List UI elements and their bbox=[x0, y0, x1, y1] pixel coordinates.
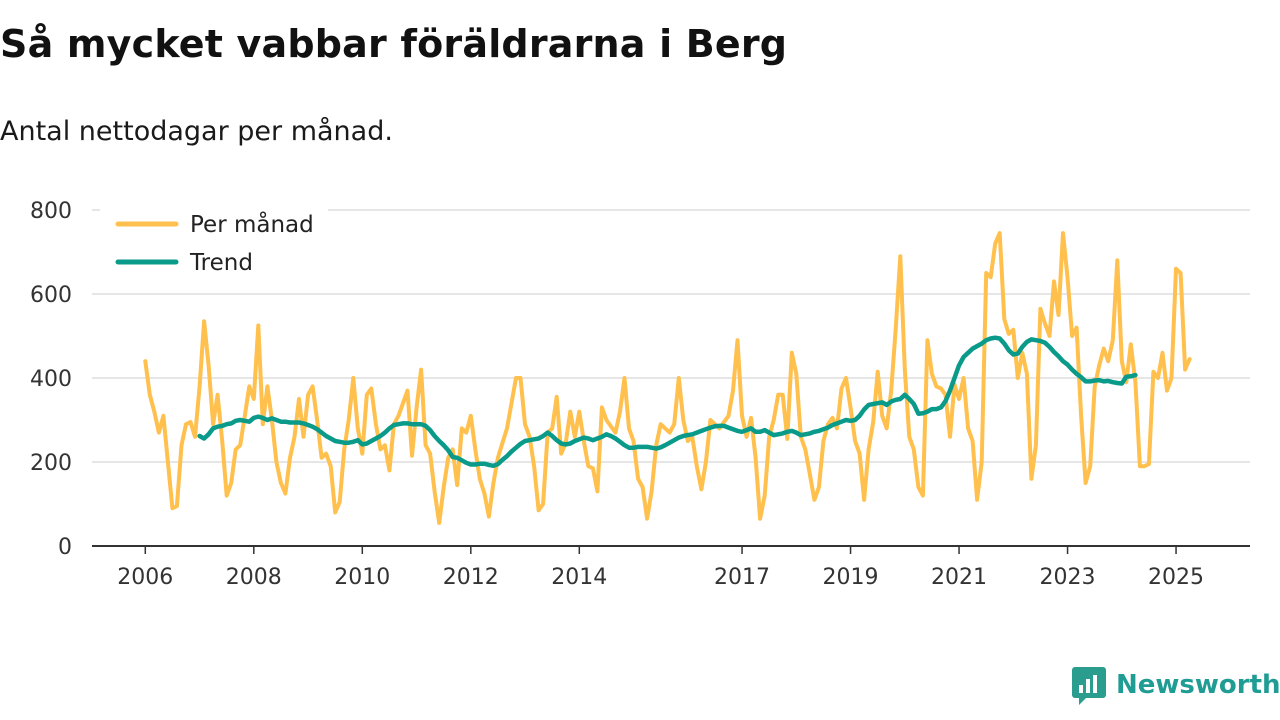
chart-title: Så mycket vabbar föräldrarna i Berg bbox=[0, 22, 788, 66]
legend: Per månad Trend bbox=[100, 200, 328, 288]
y-axis-labels: 0 200 400 600 800 bbox=[30, 199, 72, 560]
y-tick-label: 600 bbox=[30, 283, 72, 308]
x-tick-label: 2019 bbox=[823, 565, 879, 590]
x-axis: 2006 2008 2010 2012 2014 2017 2019 2021 2023 2025 bbox=[92, 545, 1250, 590]
legend-background bbox=[100, 200, 328, 288]
x-tick-label: 2017 bbox=[714, 565, 770, 590]
x-tick-label: 2021 bbox=[931, 565, 987, 590]
x-tick-label: 2025 bbox=[1148, 565, 1204, 590]
series-layer bbox=[143, 231, 1192, 525]
x-tick-label: 2006 bbox=[117, 565, 173, 590]
x-tick-label: 2010 bbox=[334, 565, 390, 590]
trend-line bbox=[197, 335, 1138, 469]
x-tick-label: 2008 bbox=[226, 565, 282, 590]
brand-name: Newsworthy bbox=[1116, 670, 1280, 700]
y-tick-label: 0 bbox=[58, 535, 72, 560]
legend-label: Trend bbox=[189, 250, 253, 276]
x-tick-label: 2012 bbox=[443, 565, 499, 590]
y-tick-label: 200 bbox=[30, 451, 72, 476]
legend-label: Per månad bbox=[190, 210, 314, 238]
chart-subtitle: Antal nettodagar per månad. bbox=[0, 116, 393, 147]
x-tick-label: 2014 bbox=[551, 565, 607, 590]
y-tick-label: 400 bbox=[30, 367, 72, 392]
newsworthy-logo: Newsworthy bbox=[1072, 664, 1280, 706]
y-tick-label: 800 bbox=[30, 199, 72, 224]
x-tick-label: 2023 bbox=[1040, 565, 1096, 590]
newsworthy-logo-icon bbox=[1072, 667, 1106, 705]
